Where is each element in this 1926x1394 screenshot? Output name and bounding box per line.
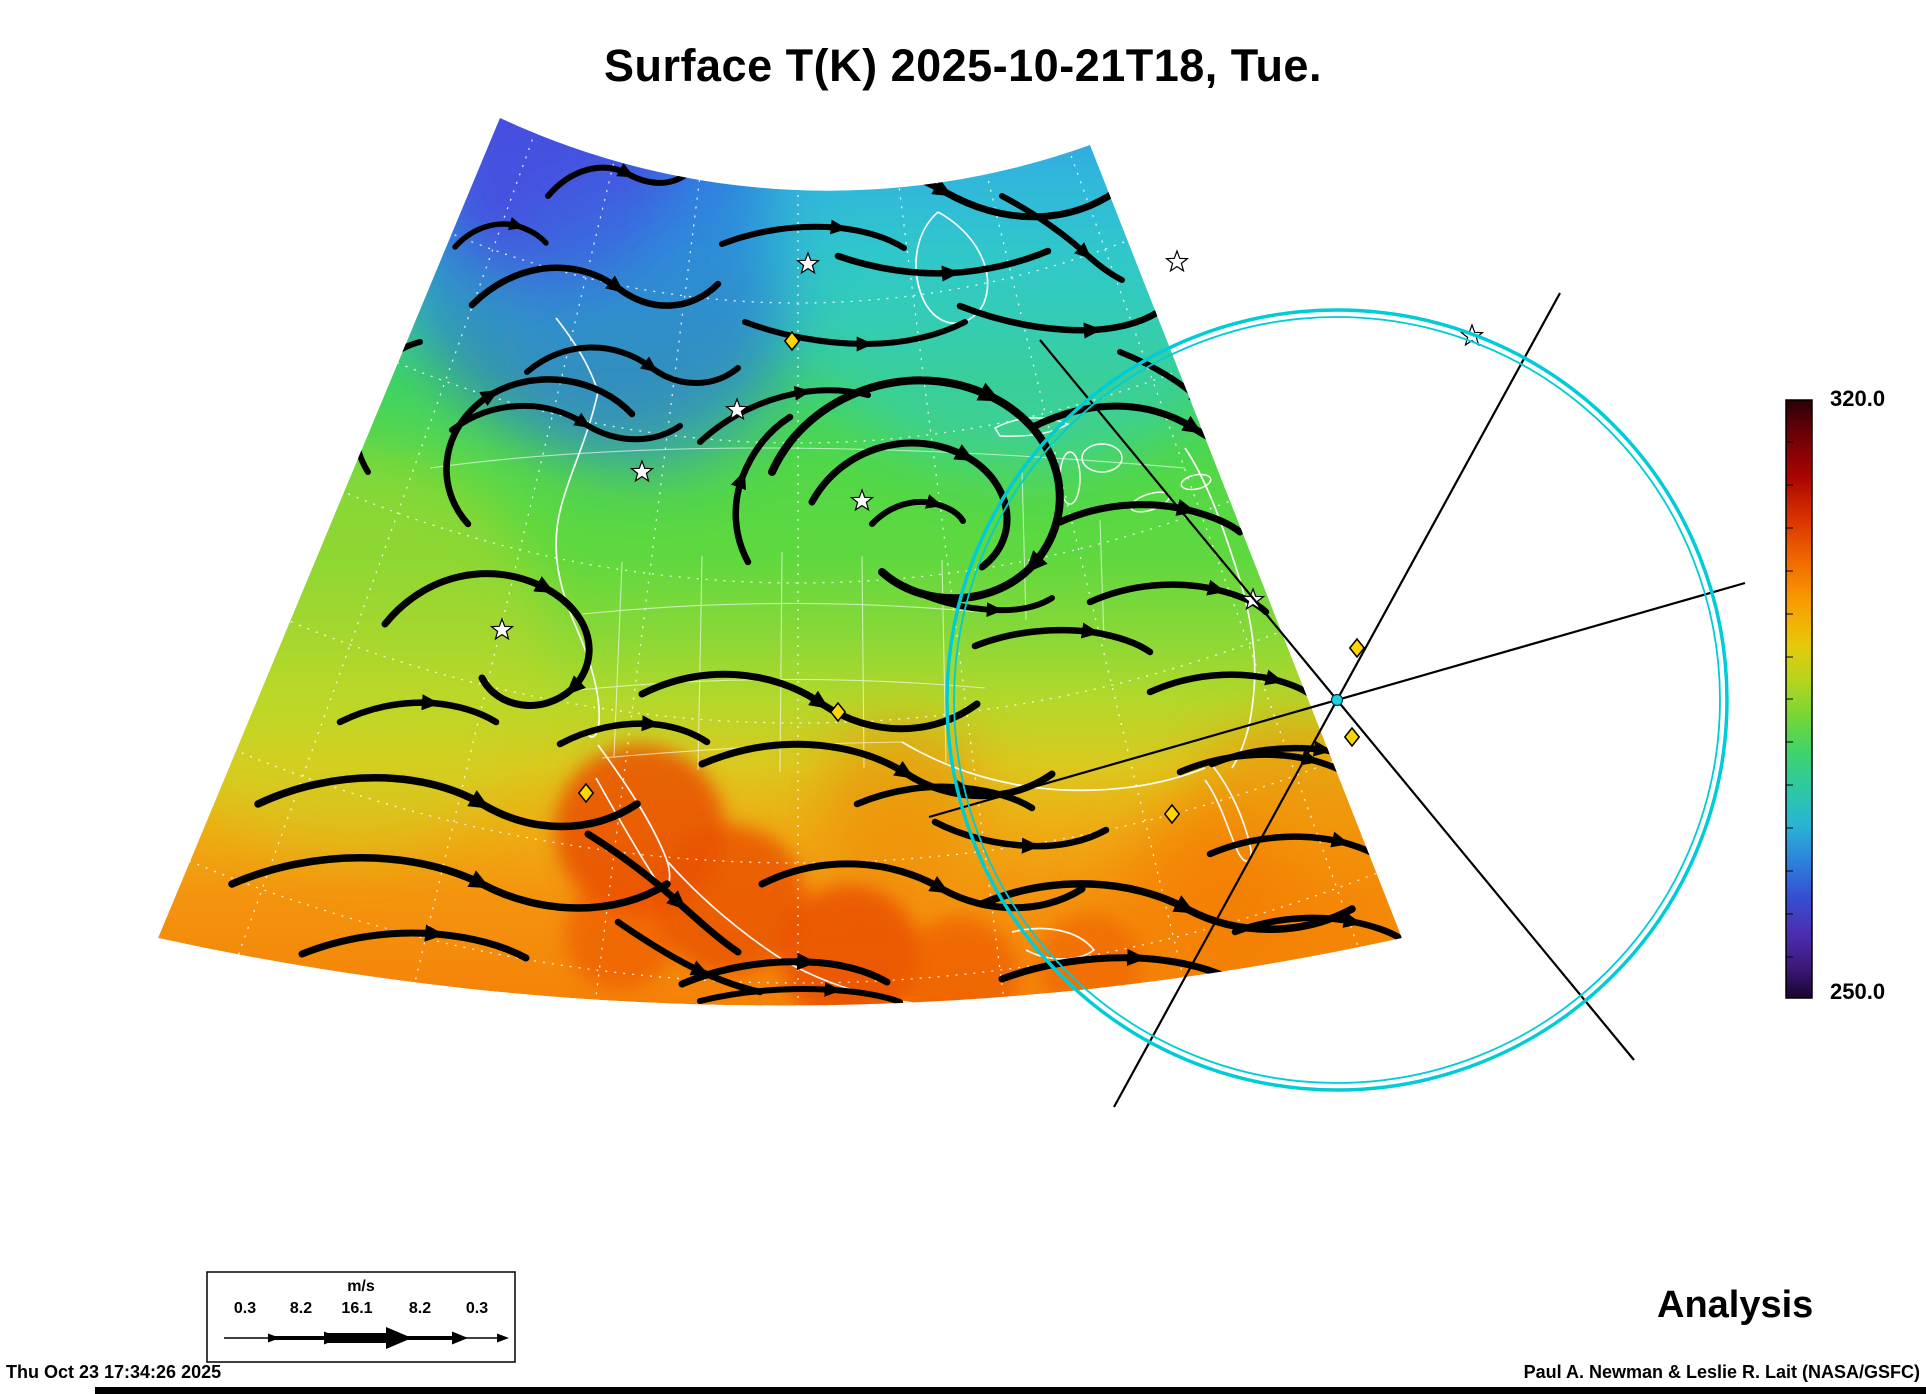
star-marker xyxy=(1165,250,1189,272)
wind-scale-value: 16.1 xyxy=(341,1300,373,1317)
wind-scale-unit-label: m/s xyxy=(347,1278,375,1295)
colorbar xyxy=(1785,399,1813,999)
bottom-border-bar xyxy=(95,1387,1926,1394)
colorbar-min-label: 250.0 xyxy=(1830,979,1886,1004)
colorbar-max-label: 320.0 xyxy=(1830,386,1886,411)
wind-scale-value: 8.2 xyxy=(408,1300,432,1317)
wind-scale-box xyxy=(206,1271,516,1363)
wind-scale-value: 0.3 xyxy=(465,1300,489,1317)
timestamp-text: Thu Oct 23 17:34:26 2025 xyxy=(6,1362,222,1382)
wind-scale-value: 8.2 xyxy=(289,1300,313,1317)
diamond-marker xyxy=(1344,727,1360,747)
credit-text: Paul A. Newman & Leslie R. Lait (NASA/GS… xyxy=(1523,1362,1920,1382)
range-circle xyxy=(945,308,1729,1092)
circle-center-marker xyxy=(1330,693,1344,707)
temperature-field xyxy=(158,118,1402,1006)
plot-title: Surface T(K) 2025-10-21T18, Tue. xyxy=(604,40,1322,91)
wind-scale-value: 0.3 xyxy=(233,1300,257,1317)
analysis-label: Analysis xyxy=(1657,1284,1814,1326)
